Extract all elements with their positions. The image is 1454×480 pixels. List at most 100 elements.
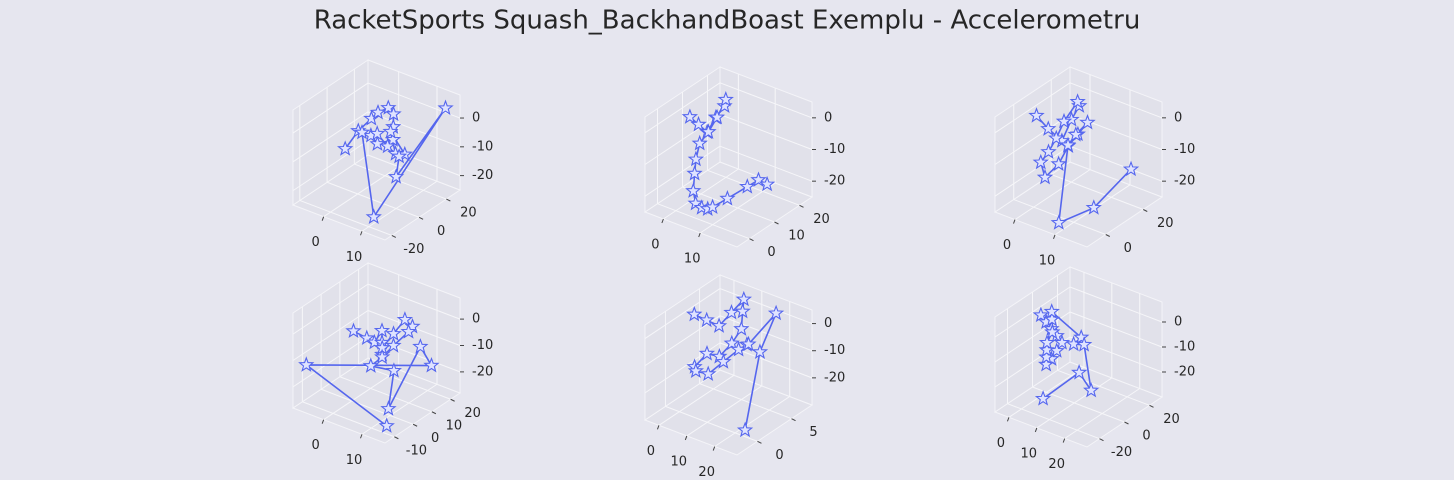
y-tick-label: 10 <box>446 418 463 433</box>
marker <box>1043 310 1061 327</box>
marker <box>1036 168 1054 185</box>
marker <box>1069 93 1086 109</box>
marker <box>1079 114 1096 130</box>
y-tick-label: 10 <box>788 229 805 244</box>
marker <box>740 335 757 352</box>
marker <box>1122 160 1140 177</box>
marker <box>380 99 397 115</box>
marker <box>1050 214 1067 230</box>
x-tick-label: 20 <box>698 465 715 480</box>
subplot: 0 10 -20 0 20 -20 -10 0 <box>291 59 493 265</box>
tick-mark <box>1013 219 1016 224</box>
marker <box>1076 336 1093 352</box>
marker <box>739 178 756 194</box>
marker <box>1032 306 1049 323</box>
marker <box>735 290 752 307</box>
grid-line <box>994 82 1071 134</box>
tick-mark <box>360 434 363 439</box>
tick-mark <box>391 235 397 238</box>
marker <box>1040 120 1057 136</box>
marker <box>704 198 721 215</box>
z-tick-label: 0 <box>472 111 480 126</box>
marker <box>385 337 402 353</box>
marker <box>1073 328 1090 345</box>
marker <box>368 125 386 141</box>
marker <box>715 353 732 369</box>
marker <box>1055 112 1073 129</box>
marker <box>700 365 717 381</box>
marker <box>358 329 375 346</box>
grid-line <box>326 181 420 218</box>
tick-mark <box>450 398 455 402</box>
marker <box>1044 323 1061 340</box>
tick-mark <box>712 446 716 451</box>
marker <box>385 362 402 378</box>
x-tick-label: 10 <box>684 252 701 267</box>
grid-line <box>302 401 395 438</box>
tick-mark <box>1099 438 1104 442</box>
tick-mark <box>757 440 762 444</box>
z-tick-label: -10 <box>1174 340 1195 355</box>
x-tick-label: 0 <box>651 238 659 253</box>
grid-line <box>292 111 369 163</box>
y-tick-label: 20 <box>460 206 477 221</box>
tick-mark <box>1143 209 1148 212</box>
marker <box>423 357 440 373</box>
grid-line <box>994 114 1071 165</box>
marker <box>1048 129 1065 146</box>
marker <box>717 91 734 107</box>
subplot: 0 10 20 -20 0 20 -20 -10 0 <box>993 266 1195 472</box>
y-tick-label: 0 <box>431 431 439 446</box>
y-tick-label: 5 <box>809 425 817 440</box>
marker <box>1034 390 1052 406</box>
x-tick-label: 0 <box>647 444 655 459</box>
marker <box>362 357 379 373</box>
grid-line <box>1069 82 1163 119</box>
marker <box>298 356 315 372</box>
grid-line <box>361 383 438 435</box>
subplot: 0 10 0 10 20 -20 -10 0 <box>643 66 845 267</box>
z-tick-label: -10 <box>824 142 845 157</box>
marker <box>437 99 454 116</box>
marker <box>1038 348 1055 365</box>
marker <box>1085 199 1102 215</box>
marker <box>681 108 698 124</box>
marker <box>373 322 391 338</box>
tick-mark <box>1006 417 1010 422</box>
grid-line <box>644 82 721 134</box>
z-tick-label: -20 <box>1174 365 1195 380</box>
tick-mark <box>749 238 754 242</box>
marker <box>353 123 371 140</box>
x-tick-label: 10 <box>671 454 688 469</box>
marker <box>378 417 395 433</box>
marker <box>369 135 386 151</box>
grid-line <box>323 369 399 421</box>
z-tick-label: -10 <box>472 338 493 353</box>
marker <box>390 147 408 164</box>
marker <box>685 182 702 198</box>
grid-line <box>320 388 414 425</box>
x-tick-label: 10 <box>1021 446 1038 461</box>
grid-line <box>1069 311 1163 348</box>
tick-mark <box>321 419 325 424</box>
marker <box>691 134 708 151</box>
tick-mark <box>661 218 664 224</box>
marker <box>710 317 728 333</box>
z-tick-label: 0 <box>1174 110 1182 125</box>
grid-line <box>367 283 461 320</box>
x-tick-label: 10 <box>346 250 363 265</box>
z-tick-label: -10 <box>824 343 845 358</box>
grid-line <box>644 145 721 197</box>
z-tick-label: -20 <box>824 174 845 189</box>
tick-mark <box>1149 404 1154 408</box>
marker <box>369 103 387 120</box>
marker <box>387 168 405 184</box>
grid-line <box>644 288 721 339</box>
y-tick-label: 0 <box>767 245 775 260</box>
y-tick-label: 0 <box>1124 241 1132 256</box>
grid-line <box>714 396 790 447</box>
marker <box>687 362 705 378</box>
tick-mark <box>412 423 418 427</box>
marker <box>686 305 703 322</box>
